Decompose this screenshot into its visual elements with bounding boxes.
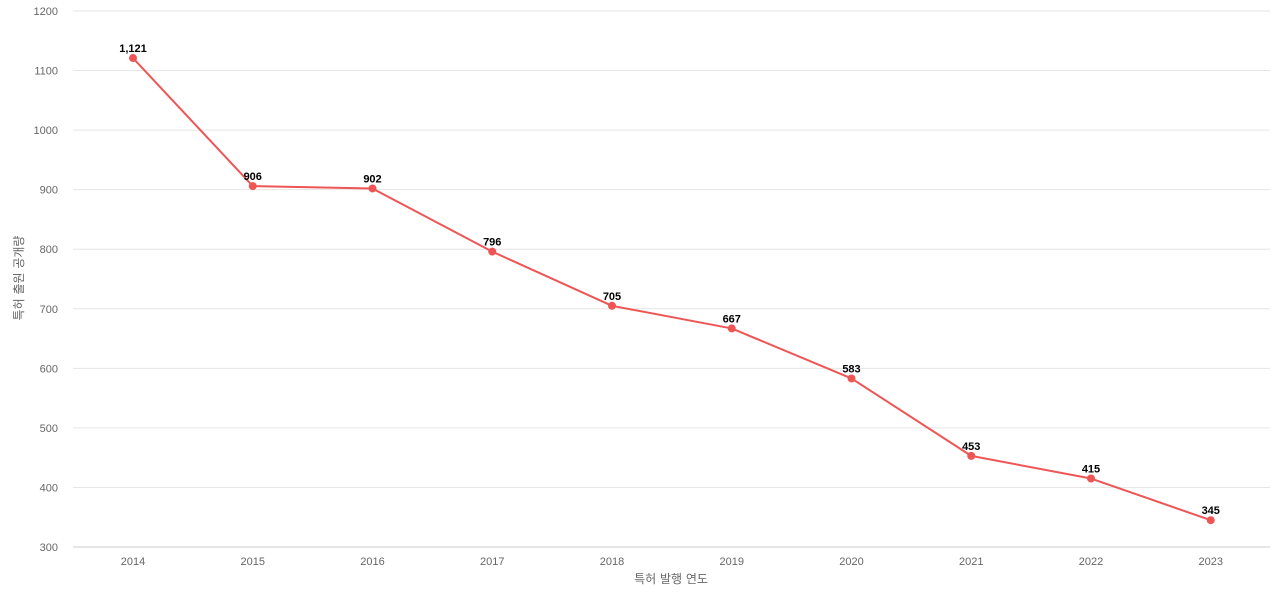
x-tick-label: 2020 (839, 556, 863, 568)
data-label: 583 (842, 363, 860, 375)
data-label: 705 (603, 291, 621, 303)
y-tick-label: 1100 (34, 66, 58, 78)
data-point (1206, 516, 1215, 525)
y-axis-title: 특허 출원 공개량 (12, 236, 26, 321)
data-label: 453 (962, 441, 980, 453)
data-point (368, 184, 377, 193)
data-point (488, 247, 497, 256)
x-tick-label: 2019 (720, 556, 744, 568)
y-axis-ticks: 300 400 500 600 700 800 900 1000 1100 1200 (34, 6, 58, 554)
data-point (1087, 474, 1095, 483)
data-point (847, 374, 856, 383)
y-tick-label: 1200 (34, 6, 58, 18)
x-tick-label: 2022 (1079, 556, 1103, 568)
data-points (129, 54, 1215, 525)
gridlines (73, 10, 1270, 548)
data-label: 796 (483, 237, 501, 249)
x-tick-label: 2018 (600, 556, 624, 568)
y-tick-label: 600 (40, 363, 58, 375)
data-point (129, 54, 137, 63)
data-point (608, 301, 616, 310)
data-labels: 1,121 906 902 796 705 667 583 453 415 345 (119, 43, 1220, 517)
x-tick-label: 2014 (121, 556, 145, 568)
data-label: 1,121 (119, 43, 147, 55)
y-tick-label: 900 (40, 185, 58, 197)
data-label: 906 (244, 171, 262, 183)
data-label: 902 (363, 173, 381, 185)
y-tick-label: 300 (40, 542, 58, 554)
series-line-layer (132, 57, 1212, 522)
x-axis-ticks: 2014 2015 2016 2017 2018 2019 2020 2021 2022 2023 (121, 556, 1223, 568)
x-axis-title: 특허 발행 연도 (634, 571, 708, 586)
data-point (248, 182, 257, 191)
y-tick-label: 800 (40, 244, 58, 256)
x-tick-label: 2016 (360, 556, 384, 568)
x-tick-label: 2021 (959, 556, 983, 568)
data-label: 667 (723, 313, 741, 325)
y-tick-label: 1000 (34, 125, 58, 137)
data-point (967, 451, 976, 460)
y-tick-label: 500 (40, 423, 58, 435)
data-point (727, 324, 736, 333)
y-tick-label: 700 (40, 304, 58, 316)
y-tick-label: 400 (40, 482, 58, 494)
data-label: 415 (1082, 464, 1100, 476)
x-tick-label: 2023 (1199, 556, 1223, 568)
x-tick-label: 2015 (241, 556, 265, 568)
series-line (132, 57, 1212, 522)
x-tick-label: 2017 (480, 556, 504, 568)
data-label: 345 (1202, 505, 1220, 517)
